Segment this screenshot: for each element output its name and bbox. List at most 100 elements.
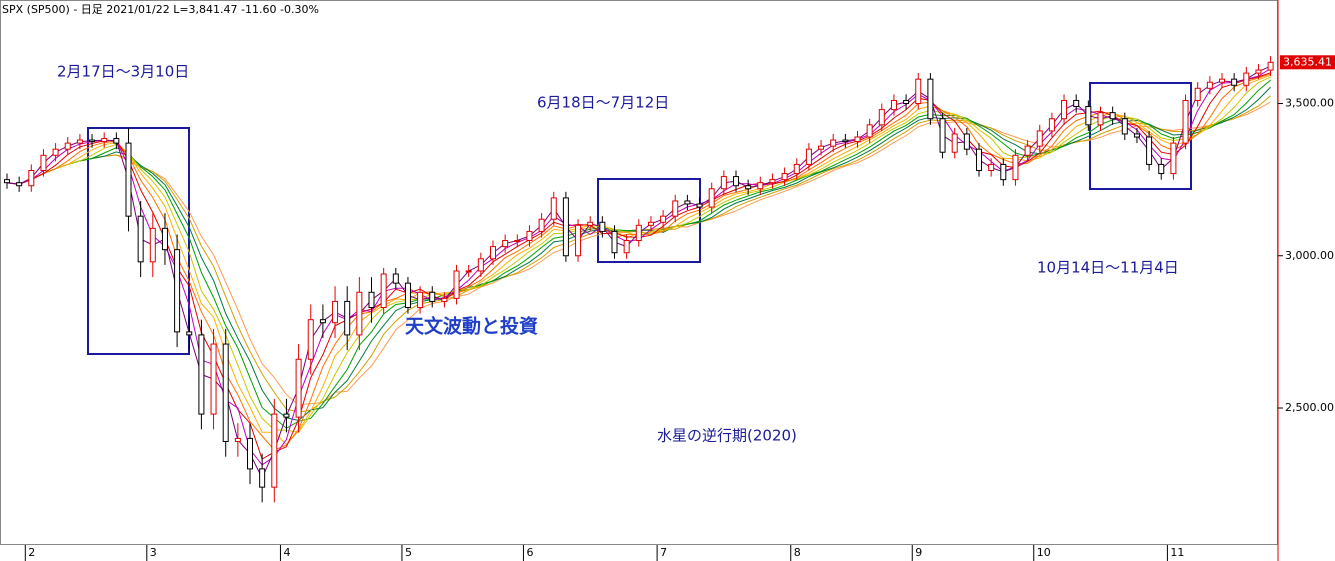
candle-body — [866, 124, 873, 138]
y-tick-label: 3,000.00 — [1285, 249, 1334, 262]
candle-body — [137, 215, 144, 263]
candle-body — [696, 203, 703, 208]
candle-body — [319, 319, 326, 324]
candle-body — [502, 240, 509, 248]
candle-body — [40, 154, 47, 172]
candle-body — [1036, 130, 1043, 147]
candle-body — [1024, 145, 1031, 156]
candle-body — [684, 200, 691, 205]
candle-body — [708, 188, 715, 208]
candle-body — [283, 413, 290, 418]
candle-body — [745, 185, 752, 190]
candle-body — [247, 437, 253, 470]
candle-body — [1231, 78, 1238, 86]
period-box — [87, 127, 190, 355]
candle-body — [927, 78, 934, 120]
candle-body — [769, 179, 776, 184]
candle-body — [64, 142, 71, 150]
annotation: 2月17日～3月10日 — [57, 63, 189, 81]
candle-body — [465, 270, 472, 273]
x-tick-label: 2 — [28, 546, 35, 559]
candle-body — [842, 139, 849, 143]
candle-body — [976, 148, 982, 172]
candle-body — [186, 331, 193, 336]
candle-body — [198, 334, 205, 415]
candle-body — [1146, 136, 1153, 165]
price-tag — [1280, 55, 1335, 70]
candle-body — [89, 139, 96, 143]
x-tick-label: 8 — [794, 546, 801, 559]
candle-body — [854, 136, 861, 143]
candle-body — [113, 138, 120, 144]
candle-body — [1182, 99, 1189, 144]
candle-body — [538, 218, 545, 232]
annotation: 6月18日～7月12日 — [537, 94, 669, 112]
candle-body — [1000, 163, 1007, 181]
candle-body — [1170, 142, 1177, 175]
candle-body — [805, 148, 812, 165]
candle-body — [830, 139, 837, 147]
y-tick-label: 3,500.00 — [1285, 97, 1334, 110]
candle-body — [441, 297, 448, 302]
candle-body — [988, 163, 995, 172]
candle-body — [76, 139, 83, 144]
x-tick-label: 6 — [526, 546, 533, 559]
annotation: 10月14日～11月4日 — [1037, 259, 1179, 277]
candle-body — [963, 133, 970, 150]
annotation: 水星の逆行期(2020) — [657, 427, 797, 445]
candle-body — [368, 291, 375, 309]
x-tick-label: 3 — [150, 546, 157, 559]
price-tag-label: 3,635.41 — [1283, 55, 1332, 68]
x-tick-label: 11 — [1170, 546, 1184, 559]
candle-body — [818, 145, 825, 150]
candle-body — [1133, 133, 1140, 138]
candle-body — [550, 197, 557, 220]
candle-body — [477, 258, 484, 272]
candle-body — [1109, 112, 1116, 120]
candle-body — [490, 246, 496, 260]
candle-body — [1085, 106, 1092, 126]
candle-body — [453, 270, 460, 299]
candle-body — [1243, 72, 1250, 86]
candle-body — [793, 163, 800, 175]
candle-body — [404, 282, 411, 309]
plot-frame — [0, 0, 1278, 545]
candle-body — [1267, 61, 1274, 71]
candle-body — [1206, 81, 1213, 89]
candle-body — [1255, 69, 1262, 74]
header: SPX (SP500) - 日足 2021/01/22 L=3,841.47 -… — [2, 3, 319, 16]
candle-body — [4, 179, 10, 184]
candle-body — [575, 224, 582, 257]
candle-body — [672, 200, 679, 217]
candle-body — [1219, 78, 1225, 83]
candle-body — [174, 249, 181, 333]
candle-body — [1121, 118, 1128, 135]
candle-body — [1061, 99, 1068, 120]
candle-body — [222, 343, 229, 442]
x-tick-label: 4 — [283, 546, 290, 559]
candle-body — [587, 221, 594, 226]
candle-body — [344, 300, 351, 336]
candle-body — [332, 300, 339, 324]
candle-body — [733, 176, 739, 187]
candle-body — [1073, 99, 1080, 108]
candle-body — [356, 291, 363, 336]
candle-body — [647, 221, 654, 226]
candle-body — [1194, 87, 1201, 101]
candle-body — [915, 78, 922, 105]
candle-body — [903, 99, 910, 105]
candle-body — [417, 291, 424, 309]
candle-body — [234, 437, 241, 442]
x-tick-label: 10 — [1037, 546, 1051, 559]
candle-body — [380, 273, 387, 309]
candle-body — [939, 118, 946, 153]
candle-body — [951, 133, 958, 153]
candle-body — [635, 224, 642, 242]
candle-body — [161, 227, 168, 251]
candle-body — [307, 319, 314, 360]
candle-body — [28, 170, 35, 187]
x-tick-label: 9 — [915, 546, 922, 559]
candle-body — [16, 182, 23, 187]
candle-body — [623, 240, 630, 254]
